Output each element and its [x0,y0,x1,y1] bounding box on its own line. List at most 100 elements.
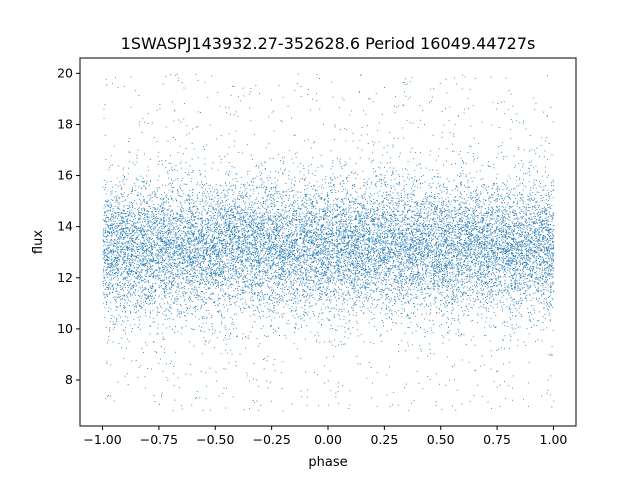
data-point [442,281,443,282]
data-point [194,272,195,273]
data-point [469,267,470,268]
data-point [470,247,471,248]
data-point [241,276,242,277]
data-point [125,307,126,308]
data-point [412,262,413,263]
data-point [481,212,482,213]
data-point [237,256,238,257]
data-point [139,367,140,368]
data-point [548,270,549,271]
data-point [300,358,301,359]
data-point [322,211,323,212]
data-point [110,265,111,266]
data-point [347,300,348,301]
data-point [387,288,388,289]
data-point [326,215,327,216]
data-point [453,289,454,290]
data-point [468,265,469,266]
data-point [120,285,121,286]
data-point [336,233,337,234]
data-point [235,302,236,303]
data-point [487,245,488,246]
data-point [389,273,390,274]
data-point [378,167,379,168]
data-point [116,200,117,201]
data-point [218,267,219,268]
data-point [244,186,245,187]
data-point [279,302,280,303]
data-point [173,181,174,182]
data-point [182,287,183,288]
data-point [508,196,509,197]
data-point [114,230,115,231]
data-point [397,237,398,238]
data-point [429,276,430,277]
data-point [483,226,484,227]
data-point [227,224,228,225]
data-point [494,167,495,168]
data-point [443,165,444,166]
data-point [393,214,394,215]
data-point [354,303,355,304]
data-point [437,196,438,197]
data-point [534,226,535,227]
data-point [339,258,340,259]
data-point [230,218,231,219]
data-point [151,222,152,223]
data-point [312,203,313,204]
data-point [506,243,507,244]
data-point [193,267,194,268]
data-point [547,234,548,235]
data-point [529,268,530,269]
data-point [402,287,403,288]
data-point [103,286,104,287]
data-point [187,257,188,258]
data-point [551,287,552,288]
data-point [151,245,152,246]
data-point [502,339,503,340]
data-point [409,247,410,248]
data-point [263,213,264,214]
data-point [453,136,454,137]
data-point [378,195,379,196]
data-point [223,278,224,279]
data-point [155,227,156,228]
data-point [112,254,113,255]
data-point [488,263,489,264]
data-point [129,260,130,261]
data-point [490,259,491,260]
data-point [143,248,144,249]
data-point [359,300,360,301]
data-point [368,98,369,99]
data-point [509,208,510,209]
data-point [481,276,482,277]
data-point [217,263,218,264]
data-point [377,270,378,271]
data-point [464,215,465,216]
data-point [183,293,184,294]
data-point [336,256,337,257]
data-point [509,348,510,349]
data-point [211,315,212,316]
data-point [436,405,437,406]
data-point [532,237,533,238]
data-point [176,276,177,277]
data-point [152,222,153,223]
data-point [503,239,504,240]
data-point [141,301,142,302]
data-point [390,229,391,230]
data-point [192,268,193,269]
data-point [495,260,496,261]
data-point [139,207,140,208]
data-point [436,208,437,209]
data-point [376,229,377,230]
data-point [287,276,288,277]
data-point [291,286,292,287]
data-point [110,210,111,211]
data-point [427,201,428,202]
data-point [266,264,267,265]
data-point [239,236,240,237]
data-point [323,245,324,246]
data-point [474,217,475,218]
data-point [550,215,551,216]
